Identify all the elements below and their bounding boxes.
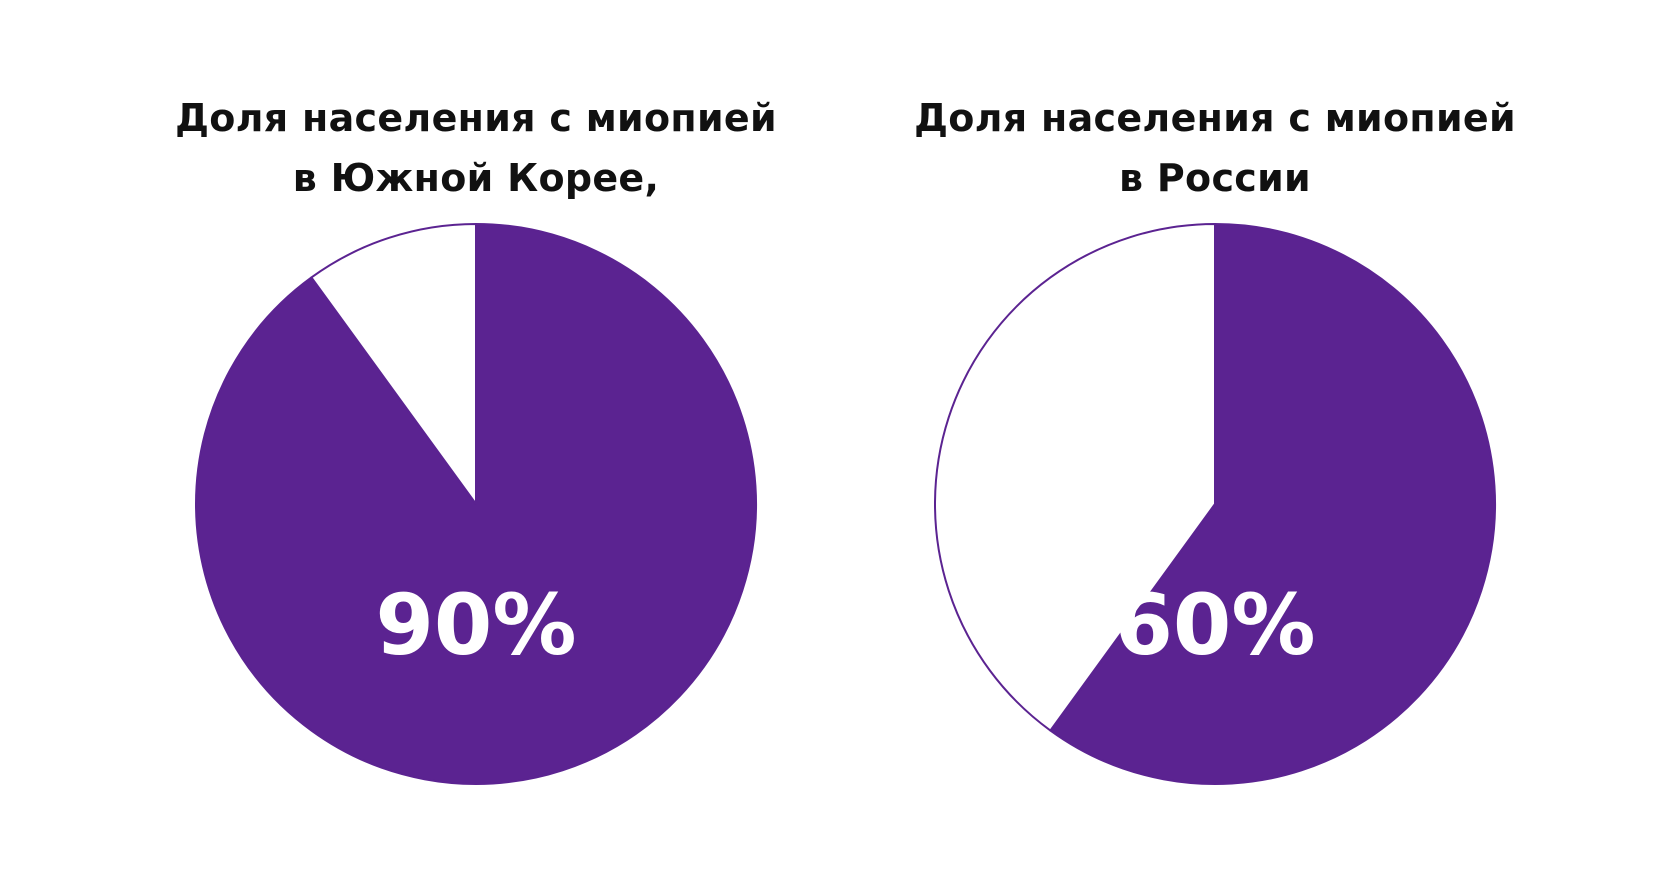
percent-label: 90% [375, 576, 576, 674]
pie-chart-south-korea: 90% [194, 223, 757, 785]
chart-title: Доля населения с миопией в Южной Корее, [56, 88, 896, 208]
chart-title: Доля населения с миопией в России [795, 88, 1635, 208]
pie-panel-south-korea: Доля населения с миопией в Южной Корее, … [56, 0, 896, 874]
chart-title-line-2: в Южной Корее, [292, 156, 660, 200]
pie-chart-russia: 60% [934, 223, 1496, 785]
chart-title-line-2: в России [1119, 156, 1311, 200]
percent-label: 60% [1114, 576, 1315, 674]
pie-slice-1 [310, 223, 477, 505]
pie-slices [934, 223, 1496, 785]
pie-slice-0 [1049, 223, 1496, 785]
pie-panel-russia: Доля населения с миопией в России 60% [795, 0, 1635, 874]
chart-title-line-1: Доля населения с миопией [914, 96, 1516, 140]
pie-slice-1 [934, 223, 1216, 732]
pie-slices [194, 223, 757, 785]
chart-title-line-1: Доля населения с миопией [175, 96, 777, 140]
